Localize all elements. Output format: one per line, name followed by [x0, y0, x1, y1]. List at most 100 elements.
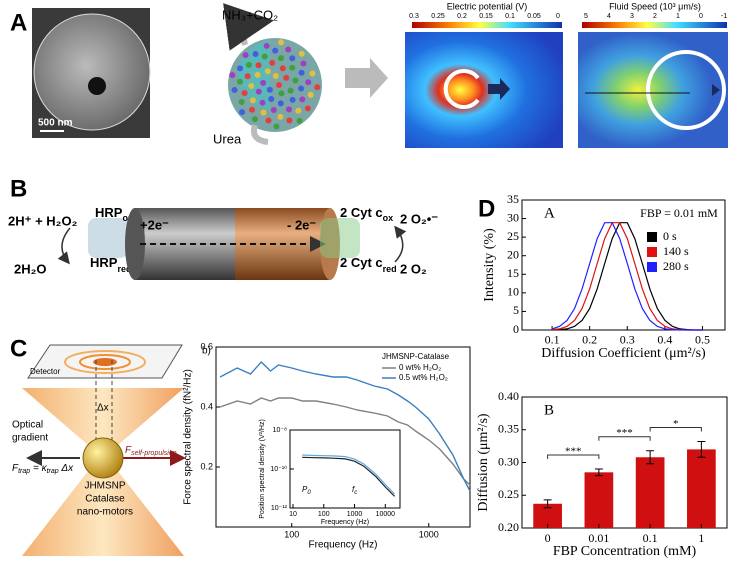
surface-protein: [305, 79, 312, 86]
legend-label: 280 s: [663, 259, 689, 273]
plot-frame: [215, 346, 471, 528]
formula-sub: trap: [47, 468, 59, 475]
plot-frame: [289, 429, 401, 509]
sem-particle: [33, 13, 151, 131]
surface-protein: [264, 68, 271, 75]
annotation-sub: 0: [307, 490, 311, 496]
y-axis-label: Intensity (%): [482, 228, 497, 302]
legend-label: 0 s: [663, 229, 677, 243]
speed-map: [578, 32, 728, 148]
annotation: fc: [352, 485, 357, 495]
y-tick-label: 25: [507, 229, 519, 243]
electron-label: - 2e⁻: [287, 217, 316, 232]
y-axis-label: Force spectral density (fN²/Hz): [183, 369, 194, 505]
formula-part: F: [125, 445, 132, 456]
surface-protein: [252, 50, 259, 57]
surface-protein: [289, 55, 296, 62]
reactant-label: 2 O₂: [400, 261, 427, 276]
surface-protein: [259, 99, 266, 106]
series-line: [552, 222, 703, 331]
y-tick-label: 10⁻⁸: [273, 427, 287, 434]
colorbar-tick: -1: [721, 13, 727, 20]
significance-label: ***: [565, 446, 582, 458]
formula-sub: self-propulsion: [131, 450, 177, 457]
colorbar-title: Electric potential (V): [447, 1, 528, 11]
detector-spot: [93, 358, 117, 366]
colorbar-tick: 0: [556, 13, 560, 20]
legend-swatch: [647, 262, 657, 272]
surface-protein: [244, 73, 251, 80]
colorbar-tick: 0.25: [431, 13, 445, 20]
beam-cone: [22, 452, 184, 556]
detector-ring: [64, 350, 146, 374]
surface-protein: [248, 106, 255, 113]
annotation-sub: c: [354, 490, 357, 496]
potential-map: [405, 32, 563, 148]
surface-protein: [292, 77, 299, 84]
surface-protein: [260, 79, 267, 86]
y-tick-label: 10⁻¹⁰: [270, 465, 287, 473]
surface-protein: [260, 109, 267, 116]
y-tick-label: 10: [507, 285, 519, 299]
surface-protein: [246, 61, 253, 68]
surface-protein: [270, 107, 277, 114]
label-sub: ox: [122, 213, 133, 223]
legend-swatch: [647, 232, 657, 242]
x-tick-label: 1000: [347, 511, 363, 518]
motion-arrow: [488, 78, 510, 100]
colorbar-tick: 5: [584, 13, 588, 20]
x-tick-label: 0.3: [620, 333, 635, 347]
surface-protein: [296, 117, 303, 124]
bar: [635, 457, 665, 528]
surface-protein: [300, 60, 307, 67]
x-axis-label: Diffusion Coefficient (μm²/s): [541, 346, 706, 361]
label-main: HRP: [90, 255, 118, 270]
significance-bracket: [547, 454, 600, 460]
bar: [687, 449, 716, 528]
colorbar-tick: 0.3: [409, 13, 419, 20]
annotation-main: P: [302, 485, 308, 494]
enzyme-label: HRPred: [90, 255, 131, 274]
surface-protein: [309, 70, 316, 77]
x-tick-label: 10000: [376, 511, 396, 518]
surface-protein: [279, 65, 286, 72]
reaction-arrow: [394, 225, 407, 263]
surface-protein: [249, 97, 256, 104]
surface-protein: [277, 113, 284, 120]
motor-label: Catalase: [85, 494, 125, 505]
surface-protein: [307, 91, 314, 98]
surface-protein: [272, 73, 279, 80]
surface-protein: [278, 55, 285, 62]
annotation: P0: [302, 485, 311, 495]
trap-force: Ftrap = κtrap Δx: [12, 463, 74, 475]
surface-protein: [286, 117, 293, 124]
y-tick-label: 0.4: [200, 401, 213, 411]
x-tick-label: 0.01: [588, 531, 609, 545]
sem-opening: [88, 77, 106, 95]
x-tick-label: 0: [545, 531, 551, 545]
y-tick-label: 0.20: [498, 520, 519, 534]
y-tick-label: 0: [513, 322, 519, 336]
enzyme-label: HRPox: [95, 205, 133, 223]
surface-protein: [278, 90, 285, 97]
chart: 0.20 0.25 0.30 0.35 0.40 FBP Concentration (m…: [476, 389, 728, 559]
legend-label: 0 wt% H₂O₂: [399, 363, 441, 372]
x-tick-label: 0.1: [643, 531, 658, 545]
substrate-arrow: [250, 124, 269, 145]
error-bar: [543, 499, 552, 509]
label-main: HRP: [95, 205, 123, 220]
colorbar-tick: 0: [699, 13, 703, 20]
significance-label: *: [673, 418, 679, 430]
enzyme-icon: [88, 218, 128, 258]
chart-panel-label: B: [544, 402, 554, 418]
legend-label: 140 s: [663, 244, 689, 258]
chart-panel-label: b): [202, 346, 211, 357]
surface-protein: [237, 65, 244, 72]
surface-protein: [242, 52, 249, 59]
surface-protein: [272, 47, 279, 54]
protein-label: 2 Cyt cred: [340, 255, 397, 274]
surface-protein: [298, 69, 305, 76]
